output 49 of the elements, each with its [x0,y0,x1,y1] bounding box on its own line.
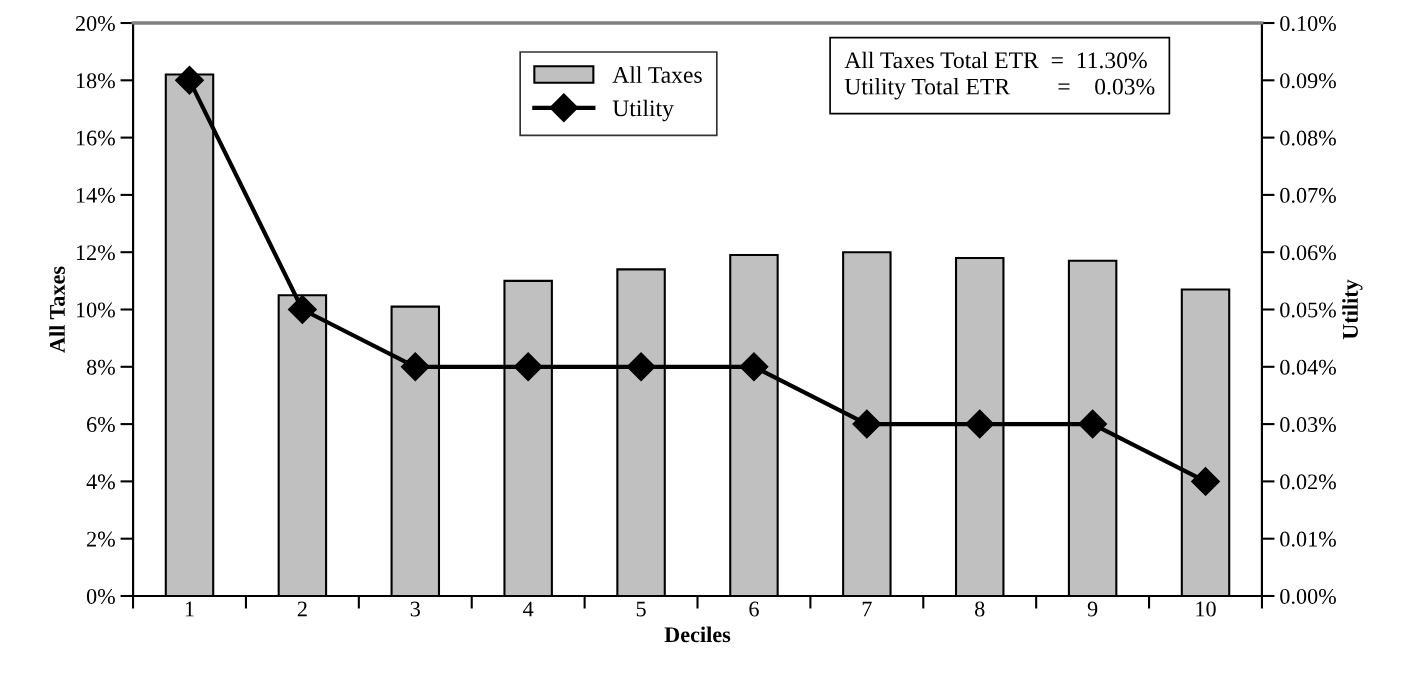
x-tick-label: 7 [862,601,872,617]
y-tick-label: 6% [87,417,115,433]
x-axis-title: Deciles [664,626,731,643]
y2-tick-label: 0.07% [1280,187,1336,203]
y-axis-title: All Taxes [49,266,65,353]
y-tick-label: 18% [76,73,115,89]
point [513,352,543,382]
x-tick-label: 8 [975,601,985,617]
x-tick-label: 1 [185,601,194,617]
y2-tick-label: 0.09% [1280,73,1336,89]
point [739,352,769,382]
legend-label: Utility [612,99,674,122]
annotation: Utility Total ETR = 0.03% [844,77,1155,100]
y2-tick-label: 0.02% [1280,474,1336,490]
y-tick-label: 8% [86,359,115,375]
y-tick-label: 16% [76,130,115,146]
y2-tick-label: 0.10% [1280,15,1336,32]
x-tick-label: 10 [1196,601,1216,617]
y2-axis-title: Utility [1342,279,1363,340]
x-tick-label: 3 [410,601,420,617]
annotation: All Taxes Total ETR = 11.30% [844,51,1147,69]
point [626,352,656,382]
x-tick-label: 9 [1087,601,1098,617]
y-tick-label: 14% [76,187,115,203]
y2-tick-label: 0.03% [1280,417,1336,433]
y-tick-label: 4% [86,474,115,490]
x-tick-label: 4 [523,601,534,617]
y-tick-label: 10% [76,302,115,318]
point [287,295,317,324]
y2-tick-label: 0.01% [1280,531,1336,547]
x-tick-label: 5 [636,601,646,617]
point [965,409,995,439]
point [1191,466,1220,496]
y2-tick-label: 0.06% [1280,245,1336,261]
y2-tick-label: 0.04% [1280,359,1336,375]
y-tick-label: 20% [75,15,115,32]
y2-tick-label: 0.08% [1280,130,1336,146]
x-tick-label: 2 [297,601,307,617]
point [175,65,204,95]
y2-tick-label: 0.00% [1280,588,1336,605]
point [400,352,430,382]
y2-tick-label: 0.05% [1280,302,1336,318]
legend-label: All Taxes [612,66,702,83]
y-tick-label: 0% [86,588,115,604]
point [1078,409,1108,439]
x-tick-label: 6 [749,601,759,617]
y-tick-label: 2% [87,531,115,547]
point [852,409,882,439]
y-tick-label: 12% [76,245,115,261]
